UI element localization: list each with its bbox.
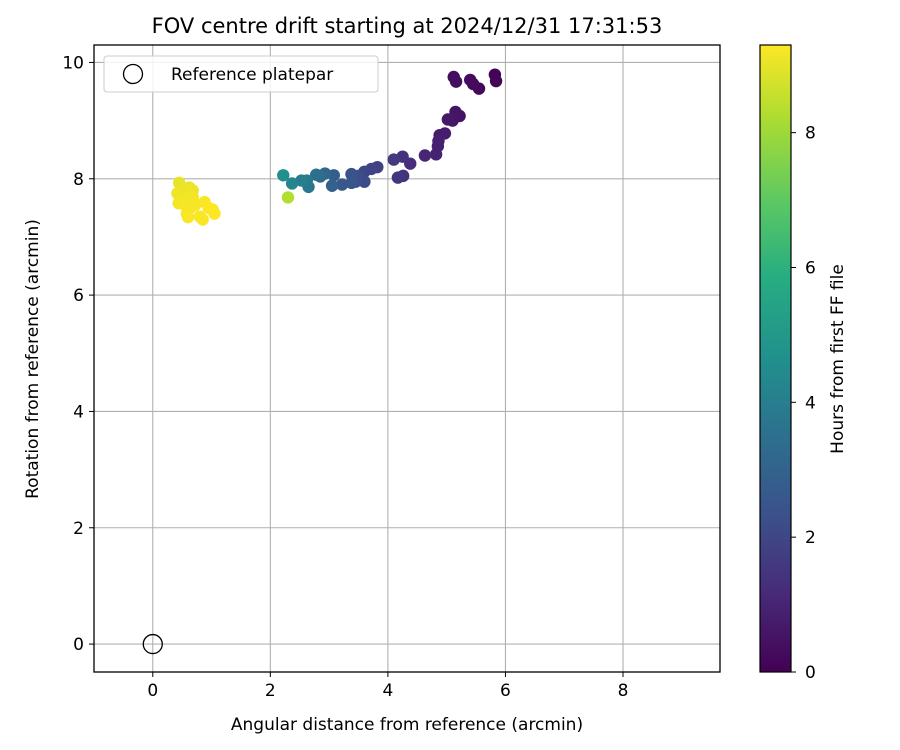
data-point <box>335 178 349 191</box>
x-tick-label: 2 <box>265 681 276 701</box>
colorbar-tick-label: 6 <box>805 258 816 278</box>
data-point <box>345 167 358 181</box>
y-axis-ticks: 0 2 4 6 8 10 <box>62 53 94 655</box>
legend-marker-reference <box>122 63 144 85</box>
y-axis-label: Rotation from reference (arcmin) <box>23 219 43 499</box>
colorbar: 0 2 4 6 8 Hours from first FF file <box>759 44 848 683</box>
data-point <box>188 198 202 212</box>
x-axis-ticks: 0 2 4 6 8 <box>147 672 628 701</box>
y-tick-label: 10 <box>62 53 84 73</box>
data-point <box>387 153 400 166</box>
chart-title: FOV centre drift starting at 2024/12/31 … <box>152 14 663 38</box>
data-points <box>142 68 503 655</box>
colorbar-tick-label: 4 <box>805 393 816 413</box>
colorbar-tick-label: 2 <box>805 528 816 548</box>
data-point <box>277 169 290 182</box>
data-point <box>429 148 443 161</box>
y-tick-label: 0 <box>73 635 84 655</box>
colorbar-tick-label: 0 <box>805 663 816 683</box>
x-axis-label: Angular distance from reference (arcmin) <box>231 715 583 735</box>
y-tick-label: 6 <box>73 286 84 306</box>
colorbar-tick-label: 8 <box>805 124 816 144</box>
data-point <box>325 179 339 192</box>
data-point <box>345 176 358 190</box>
data-point <box>418 149 432 162</box>
grid <box>94 45 720 672</box>
x-tick-label: 4 <box>382 681 393 701</box>
data-point <box>196 213 209 226</box>
data-point <box>181 210 195 224</box>
data-point <box>309 168 323 181</box>
plot-frame <box>93 44 721 673</box>
legend: Reference platepar <box>103 55 379 93</box>
colorbar-ticks: 0 2 4 6 8 <box>791 124 816 683</box>
data-point <box>295 174 308 187</box>
reference-platepar-marker <box>142 633 163 655</box>
data-point <box>463 73 477 87</box>
x-tick-label: 0 <box>147 681 158 701</box>
data-point <box>208 207 221 220</box>
data-point <box>449 75 463 88</box>
data-point <box>391 171 405 184</box>
colorbar-fill <box>760 45 791 672</box>
y-tick-label: 8 <box>73 170 84 190</box>
data-point <box>441 113 455 126</box>
colorbar-label: Hours from first FF file <box>828 264 848 454</box>
y-tick-label: 2 <box>73 519 84 539</box>
x-tick-label: 8 <box>618 681 629 701</box>
x-tick-label: 6 <box>500 681 511 701</box>
y-tick-label: 4 <box>73 402 84 422</box>
data-point <box>489 74 503 88</box>
colorbar-frame <box>759 44 792 673</box>
data-point <box>285 177 299 190</box>
legend-label-reference: Reference platepar <box>171 65 333 85</box>
data-point <box>281 191 295 204</box>
legend-box <box>103 55 379 93</box>
